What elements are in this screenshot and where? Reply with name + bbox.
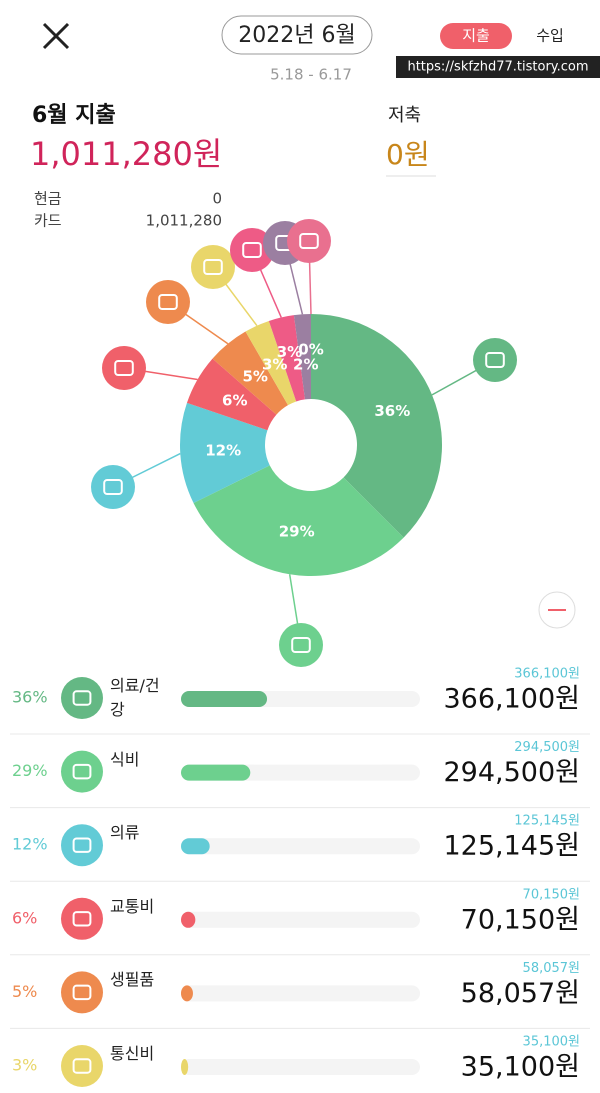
icon-glyph xyxy=(72,837,92,853)
slice-label: 3% xyxy=(262,355,287,373)
category-icon xyxy=(61,750,103,793)
category-icon xyxy=(473,338,517,382)
bar xyxy=(181,911,196,928)
bar xyxy=(181,985,193,1002)
category-icon xyxy=(61,1045,103,1087)
method-amount: 0 xyxy=(212,190,222,208)
bar xyxy=(181,764,251,781)
bar-track xyxy=(181,985,420,1002)
collapse-button[interactable] xyxy=(538,591,576,629)
pie-slice xyxy=(268,315,305,402)
summary-total: 1,011,280원 xyxy=(30,135,222,173)
category-icon xyxy=(91,465,135,509)
tab-label: 지출 xyxy=(462,27,490,45)
pie-slice xyxy=(212,331,288,415)
row-amount: 35,100원 xyxy=(461,1052,580,1083)
row-amount: 125,145원 xyxy=(444,831,581,862)
month: 2022년 6월 xyxy=(238,23,355,48)
bar xyxy=(181,691,268,707)
row-amount-small: 58,057원 xyxy=(523,961,580,976)
category-icon xyxy=(61,897,103,940)
summary-title: 6월 지출 xyxy=(32,103,116,128)
row-percent: 3% xyxy=(12,1056,37,1075)
category-icon xyxy=(61,677,103,719)
slice-label: 36% xyxy=(374,402,410,420)
category-icon xyxy=(279,623,323,667)
watermark: https://skfzhd77.tistory.com xyxy=(407,60,588,75)
icon-glyph xyxy=(299,232,319,250)
bar-track xyxy=(181,911,420,928)
savings-label: 저축 xyxy=(388,105,421,126)
row-amount: 294,500원 xyxy=(444,757,581,788)
icon-glyph xyxy=(485,351,505,369)
row-percent: 5% xyxy=(12,982,37,1001)
row-percent: 36% xyxy=(12,688,48,707)
bar-track xyxy=(181,838,420,855)
category-icon xyxy=(287,219,331,263)
pie-slice xyxy=(186,358,277,431)
category-icon xyxy=(61,971,103,1014)
category-icon xyxy=(102,346,146,390)
row-name: 교통비 xyxy=(110,896,155,916)
pie-slice xyxy=(180,402,270,503)
bar xyxy=(181,838,210,855)
tab-label[interactable]: 수입 xyxy=(536,27,564,45)
icon-glyph xyxy=(242,241,262,259)
row-percent: 6% xyxy=(12,908,37,927)
row-name: 의료/건강 xyxy=(110,676,160,719)
icon-glyph xyxy=(158,293,178,311)
row-amount-small: 70,150원 xyxy=(523,887,580,902)
month-pill[interactable] xyxy=(221,15,373,55)
close-button[interactable] xyxy=(42,22,70,50)
category-icon xyxy=(230,228,274,272)
method-name: 현금 xyxy=(34,190,62,208)
slice-label: 6% xyxy=(222,392,247,410)
slice-label: 29% xyxy=(279,522,315,540)
row-name: 생필품 xyxy=(110,970,155,990)
method-amount: 1,011,280 xyxy=(146,212,222,230)
savings: 0원 xyxy=(386,138,430,171)
slice-label: 2% xyxy=(293,356,318,374)
slice-label: 12% xyxy=(205,441,241,459)
row-amount-small: 294,500원 xyxy=(514,740,580,755)
row-percent: 29% xyxy=(12,761,48,780)
icon-glyph xyxy=(72,763,92,780)
row-amount-small: 35,100원 xyxy=(523,1035,580,1050)
row-name: 통신비 xyxy=(110,1044,155,1063)
category-icon xyxy=(191,245,235,289)
pie-slice xyxy=(245,320,297,406)
bar xyxy=(181,1059,189,1075)
row-amount-small: 125,145원 xyxy=(514,814,580,829)
row-amount: 70,150원 xyxy=(461,904,580,935)
icon-glyph xyxy=(72,690,92,706)
row-amount: 58,057원 xyxy=(461,978,580,1009)
icon-glyph xyxy=(72,1058,92,1074)
pie-slice xyxy=(193,465,404,576)
tab-expense[interactable] xyxy=(440,23,512,49)
row-percent: 12% xyxy=(12,835,48,854)
row-amount-small: 366,100원 xyxy=(514,667,580,682)
pie-slice xyxy=(311,314,442,538)
row-name: 식비 xyxy=(110,749,140,769)
icon-glyph xyxy=(203,258,223,276)
slice-label: 0% xyxy=(298,341,323,359)
icon-glyph xyxy=(72,984,92,1001)
row-amount: 366,100원 xyxy=(444,684,581,715)
icon-glyph xyxy=(72,911,92,927)
icon-glyph xyxy=(103,478,123,496)
slice-label: 3% xyxy=(277,343,302,361)
icon-glyph xyxy=(114,359,134,377)
icon-glyph xyxy=(291,636,311,654)
method-name: 카드 xyxy=(34,212,62,230)
bar-track xyxy=(181,1059,420,1075)
category-icon xyxy=(61,824,103,867)
category-icon xyxy=(146,280,190,324)
watermark-bg xyxy=(396,56,600,78)
pie-slice xyxy=(293,314,311,400)
row-name: 의류 xyxy=(110,823,140,843)
slice-label: 5% xyxy=(242,367,267,385)
date-range: 5.18 - 6.17 xyxy=(270,66,352,84)
